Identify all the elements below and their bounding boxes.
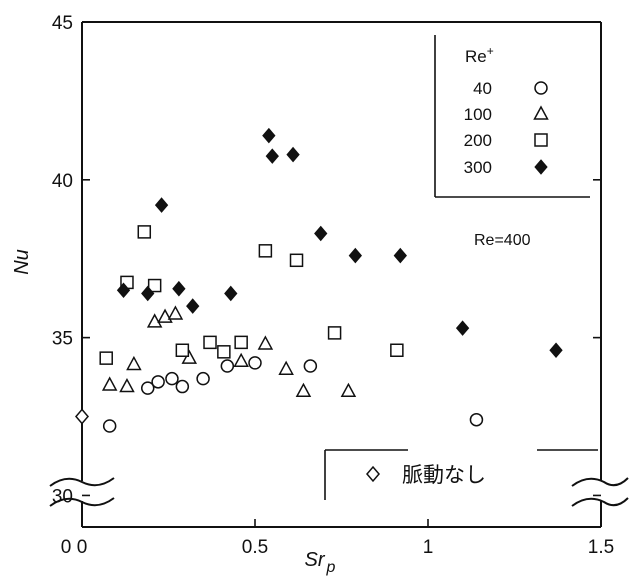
- y-axis-title: Nu: [11, 249, 33, 275]
- point-open-triangle-series-1: [278, 360, 294, 375]
- legend-marker-open-triangle: [533, 105, 549, 120]
- y-tick-label: 40: [52, 171, 73, 192]
- point-filled-diamond-series-3: [348, 247, 362, 264]
- point-open-circle-series-0: [469, 412, 484, 427]
- point-open-square-series-2: [175, 343, 190, 357]
- point-open-circle-series-0: [220, 359, 235, 373]
- x-axis-title: Sr p: [305, 549, 336, 576]
- no-pulsation-legend: 脈動なし: [324, 449, 598, 500]
- point-filled-diamond-series-3: [393, 247, 407, 264]
- point-open-circle-series-0: [196, 371, 210, 386]
- y-tick-label: 35: [52, 329, 73, 350]
- point-open-circle-series-0: [102, 419, 117, 433]
- point-open-square-series-2: [137, 225, 152, 239]
- point-filled-diamond-series-3: [549, 342, 563, 359]
- inset-label: 脈動なし: [402, 463, 486, 487]
- point-open-square-series-2: [327, 326, 342, 340]
- point-open-triangle-series-1: [146, 313, 163, 328]
- point-open-circle-series-0: [175, 379, 190, 394]
- point-filled-diamond-series-3: [154, 197, 169, 213]
- legend-label: 200: [464, 131, 492, 150]
- point-open-triangle-series-1: [233, 352, 249, 368]
- axis-break-left: [49, 477, 115, 507]
- legend-label: 100: [464, 105, 492, 124]
- point-open-square-series-2: [99, 351, 113, 365]
- point-open-triangle-series-1: [257, 335, 274, 350]
- re-400-annotation: Re=400: [474, 232, 531, 249]
- legend-marker-filled-diamond: [534, 159, 548, 175]
- point-open-triangle-series-1: [126, 355, 142, 371]
- point-open-diamond-series-4: [75, 408, 89, 425]
- point-open-square-series-2: [234, 335, 248, 350]
- point-open-triangle-series-1: [340, 382, 357, 398]
- point-open-triangle-series-1: [295, 382, 312, 398]
- point-open-square-series-2: [258, 244, 273, 258]
- axis-break-right: [571, 477, 629, 507]
- point-filled-diamond-series-3: [262, 127, 276, 144]
- point-filled-diamond-series-3: [224, 285, 238, 302]
- x-tick-label: 0: [77, 537, 88, 558]
- origin-y-label: 0: [61, 537, 72, 558]
- x-tick-label: 0.5: [242, 537, 268, 558]
- x-tick-label: 1.5: [588, 537, 614, 558]
- point-filled-diamond-series-3: [172, 280, 186, 297]
- point-filled-diamond-series-3: [286, 146, 300, 163]
- point-open-circle-series-0: [248, 356, 262, 370]
- legend-marker-open-circle: [534, 81, 548, 95]
- legend-label: 40: [473, 79, 492, 98]
- point-open-circle-series-0: [151, 375, 165, 389]
- point-filled-diamond-series-3: [455, 320, 470, 336]
- point-filled-diamond-series-3: [265, 148, 279, 164]
- point-filled-diamond-series-3: [116, 282, 131, 299]
- legend-label: 300: [464, 158, 492, 177]
- point-open-square-series-2: [203, 335, 217, 350]
- x-tick-label: 1: [423, 537, 434, 558]
- point-open-circle-series-0: [140, 381, 155, 395]
- point-open-triangle-series-1: [181, 349, 198, 364]
- point-filled-diamond-series-3: [141, 285, 155, 302]
- point-filled-diamond-series-3: [186, 298, 200, 314]
- point-open-square-series-2: [289, 253, 304, 268]
- point-open-square-series-2: [147, 278, 162, 293]
- point-open-circle-series-0: [303, 359, 318, 373]
- y-tick-label: 30: [52, 486, 73, 507]
- inset-diamond-icon: [366, 465, 380, 483]
- point-open-triangle-series-1: [157, 308, 173, 323]
- point-filled-diamond-series-3: [314, 225, 328, 242]
- point-open-circle-series-0: [165, 371, 179, 386]
- point-open-square-series-2: [217, 345, 231, 359]
- legend-title: Re+: [465, 44, 494, 66]
- point-open-triangle-series-1: [101, 376, 118, 391]
- legend: Re+ 40 100 200 300: [434, 35, 590, 198]
- plot-frame: [49, 21, 629, 528]
- legend-marker-open-square: [534, 133, 548, 147]
- point-open-triangle-series-1: [119, 377, 135, 393]
- y-tick-label: 45: [52, 13, 73, 34]
- point-open-square-series-2: [390, 343, 404, 357]
- point-open-triangle-series-1: [167, 305, 184, 320]
